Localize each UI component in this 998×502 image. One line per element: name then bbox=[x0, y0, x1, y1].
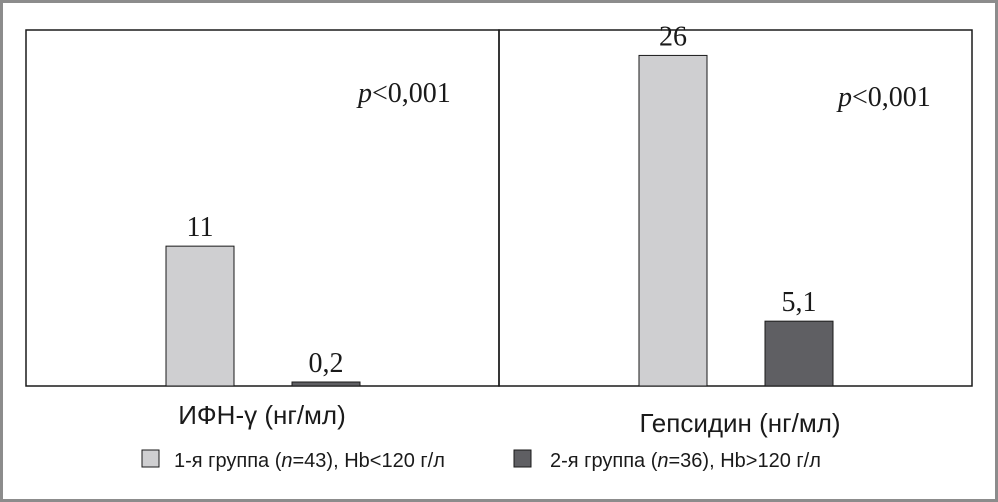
data-label-ifn-group1: 11 bbox=[187, 212, 214, 243]
data-label-ifn-group2: 0,2 bbox=[309, 348, 344, 379]
data-label-hepcidin-group2: 5,1 bbox=[782, 287, 817, 318]
legend-label-group1: 1-я группа (n=43), Hb<120 г/л bbox=[174, 450, 445, 472]
legend: 1-я группа (n=43), Hb<120 г/л 2-я группа… bbox=[141, 449, 821, 472]
p-value-hepcidin: p<0,001 bbox=[836, 82, 931, 113]
bar-hepcidin-group2 bbox=[764, 320, 834, 387]
legend-swatch-group2 bbox=[513, 449, 532, 468]
legend-swatch-group1 bbox=[141, 449, 160, 468]
bar-hepcidin-group1 bbox=[638, 54, 708, 387]
x-axis-label-hepcidin: Гепсидин (нг/мл) bbox=[639, 408, 840, 438]
p-value-ifn: p<0,001 bbox=[356, 78, 451, 109]
data-label-hepcidin-group1: 26 bbox=[659, 21, 687, 52]
panel-hepcidin-box bbox=[498, 29, 973, 387]
bar-ifn-group1 bbox=[165, 245, 235, 387]
legend-label-group2: 2-я группа (n=36), Hb>120 г/л bbox=[550, 450, 821, 472]
bar-ifn-group2 bbox=[291, 381, 361, 387]
x-axis-label-ifn: ИФН-γ (нг/мл) bbox=[178, 400, 346, 430]
